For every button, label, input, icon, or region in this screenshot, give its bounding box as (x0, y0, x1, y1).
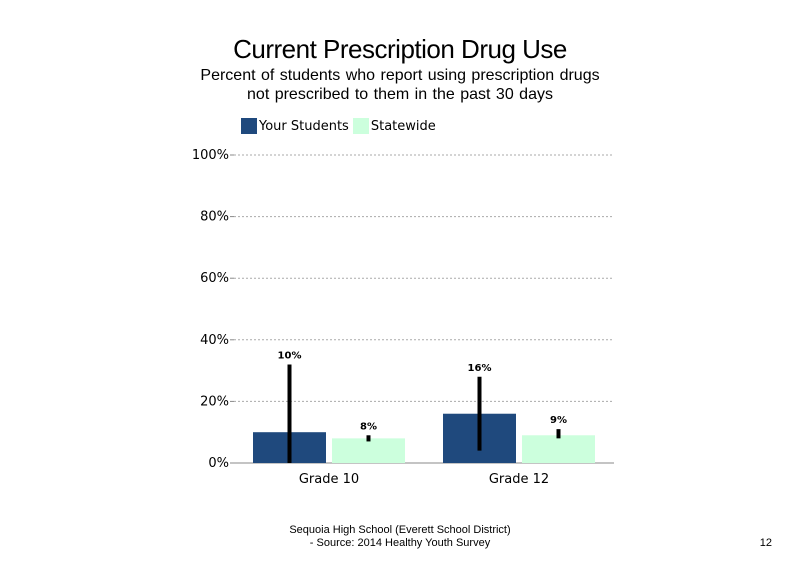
x-tick-label: Grade 12 (489, 472, 549, 487)
y-tick-label: 40% (200, 333, 229, 348)
page-number: 12 (759, 537, 772, 549)
data-label: 10% (278, 350, 302, 361)
y-tick-label: 80% (200, 210, 229, 225)
y-tick-label: 0% (208, 456, 229, 471)
legend-label: Statewide (370, 118, 436, 134)
legend-swatch (241, 118, 257, 134)
x-tick-label: Grade 10 (299, 472, 359, 487)
legend-label: Your Students (259, 118, 349, 134)
y-tick-label: 20% (200, 394, 229, 409)
footer-school: Sequoia High School (Everett School Dist… (289, 524, 511, 536)
footer-source: - Source: 2014 Healthy Youth Survey (309, 537, 491, 549)
bar (332, 438, 405, 463)
chart-subtitle: Percent of students who report using pre… (200, 67, 600, 103)
data-label: 16% (468, 363, 492, 374)
legend-item-statewide: Statewide (352, 118, 436, 134)
y-tick-label: 100% (192, 148, 229, 163)
chart-title: Current Prescription Drug Use (233, 34, 567, 64)
legend: Your Students Statewide (241, 117, 440, 135)
data-label: 8% (360, 421, 377, 432)
y-tick-label: 60% (200, 271, 229, 286)
legend-swatch (352, 118, 369, 134)
bar (522, 435, 595, 463)
data-label: 9% (550, 415, 567, 426)
footer: Sequoia High School (Everett School Dist… (200, 524, 600, 550)
legend-item-your-students: Your Students (241, 118, 349, 134)
